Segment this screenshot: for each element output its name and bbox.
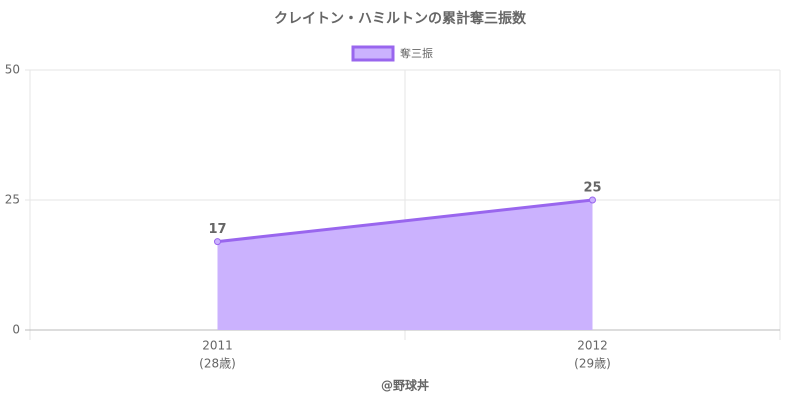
y-tick-label: 50	[5, 63, 20, 77]
y-tick-label: 0	[12, 323, 20, 337]
legend-swatch	[351, 45, 395, 62]
value-label: 25	[583, 181, 601, 196]
y-tick-label: 25	[5, 193, 20, 207]
x-tick-sublabel: (29歳)	[574, 357, 611, 371]
x-tick-label: 2011	[202, 339, 233, 353]
x-tick-label: 2012	[577, 339, 608, 353]
value-label: 17	[208, 222, 226, 237]
point	[214, 238, 221, 246]
x-tick-sublabel: (28歳)	[199, 357, 236, 371]
legend-label: 奪三振	[400, 46, 433, 60]
chart-title: クレイトン・ハミルトンの累計奪三振数	[274, 10, 527, 27]
point	[589, 196, 596, 204]
x-axis-title: @野球丼	[381, 378, 429, 393]
line	[217, 198, 593, 244]
